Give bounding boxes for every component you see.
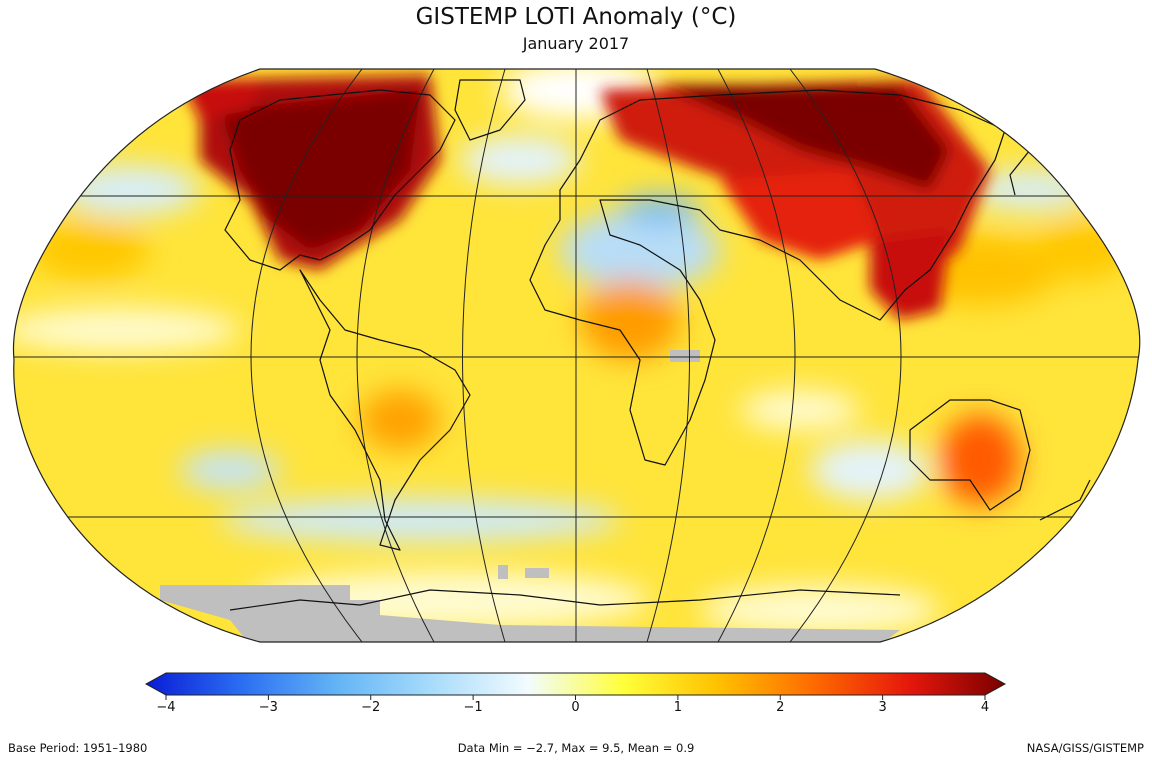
missing-data [160, 350, 900, 642]
colorbar-tick-label: −1 [463, 700, 483, 715]
colorbar-tick-label: 4 [980, 700, 990, 715]
coastlines [224, 79, 1091, 611]
map-subtitle: January 2017 [522, 34, 630, 53]
colorbar-tick-label: 0 [571, 700, 580, 715]
credit-label: NASA/GISS/GISTEMP [1026, 741, 1144, 755]
data-stats-label: Data Min = −2.7, Max = 9.5, Mean = 0.9 [457, 741, 695, 755]
colorbar-tick-label: 2 [776, 700, 785, 715]
colorbar-tick-label: −4 [156, 700, 176, 715]
colorbar-tick-label: −3 [258, 700, 278, 715]
colorbar [144, 672, 1007, 700]
anomaly-field [13, 69, 1140, 642]
colorbar-tick-label: 3 [878, 700, 887, 715]
map-title: GISTEMP LOTI Anomaly (°C) [415, 4, 737, 30]
globe-outline [12, 68, 1141, 643]
colorbar-tick-label: 1 [673, 700, 683, 715]
graticule [13, 69, 1140, 642]
base-period-label: Base Period: 1951–1980 [8, 741, 148, 755]
colorbar-tick-label: −2 [361, 700, 381, 715]
